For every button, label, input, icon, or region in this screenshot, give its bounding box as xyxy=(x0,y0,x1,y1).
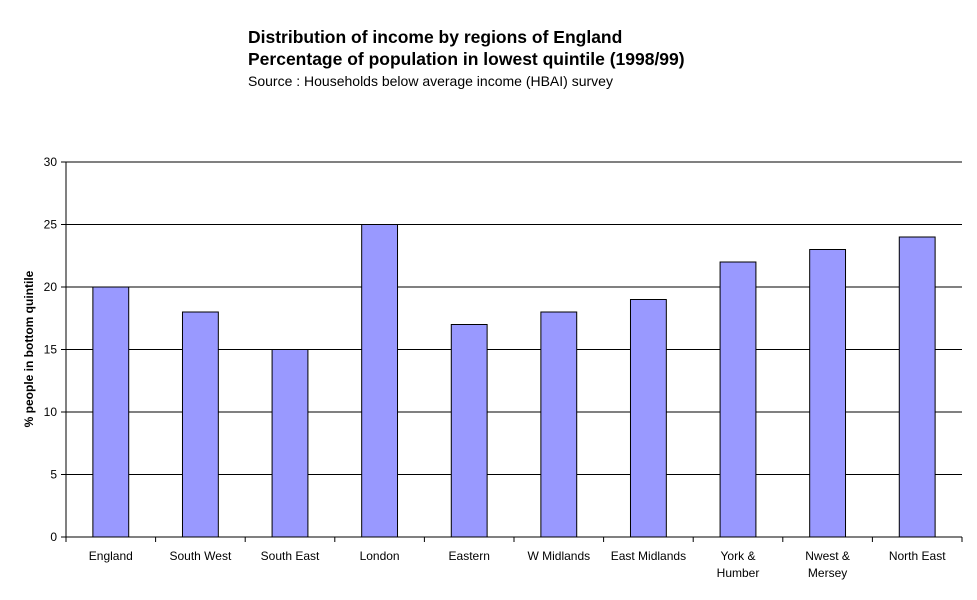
y-tick-label: 10 xyxy=(44,405,58,419)
x-tick-label: South East xyxy=(261,549,320,563)
x-tick-label: W Midlands xyxy=(527,549,590,563)
x-tick-label: Nwest & Mersey xyxy=(805,549,850,580)
x-tick-label: South West xyxy=(169,549,231,563)
x-tick-label: York & Humber xyxy=(717,549,760,580)
bar xyxy=(92,286,130,538)
y-tick-label: 5 xyxy=(50,468,57,482)
bar xyxy=(898,236,936,538)
x-tick-label: England xyxy=(89,549,133,563)
bar xyxy=(181,311,219,538)
y-tick-label: 15 xyxy=(44,343,58,357)
x-tick-label: North East xyxy=(889,549,946,563)
x-tick-label: London xyxy=(360,549,400,563)
bar xyxy=(271,349,309,538)
y-axis-label: % people in bottom quintile xyxy=(22,270,36,427)
x-tick-label: East Midlands xyxy=(611,549,686,563)
chart-source: Source : Households below average income… xyxy=(248,73,613,89)
axes xyxy=(61,161,963,542)
y-tick-label: 25 xyxy=(44,218,58,232)
bar xyxy=(540,311,578,538)
y-tick-label: 20 xyxy=(44,280,58,294)
x-tick-label: Eastern xyxy=(449,549,490,563)
x-tick-labels: England South West South East London Eastern… xyxy=(89,549,946,580)
bar xyxy=(719,261,757,538)
chart-title-block: Distribution of income by regions of Eng… xyxy=(248,26,685,91)
y-tick-label: 0 xyxy=(50,530,57,544)
y-tick-labels: 0 5 10 15 20 25 30 xyxy=(44,155,58,544)
bar xyxy=(629,299,667,538)
chart-subtitle: Percentage of population in lowest quint… xyxy=(248,49,685,69)
chart-title: Distribution of income by regions of Eng… xyxy=(248,27,623,47)
bar xyxy=(450,324,488,538)
bars xyxy=(92,224,936,538)
y-tick-label: 30 xyxy=(44,155,58,169)
bar xyxy=(809,249,847,538)
bar xyxy=(361,224,399,538)
